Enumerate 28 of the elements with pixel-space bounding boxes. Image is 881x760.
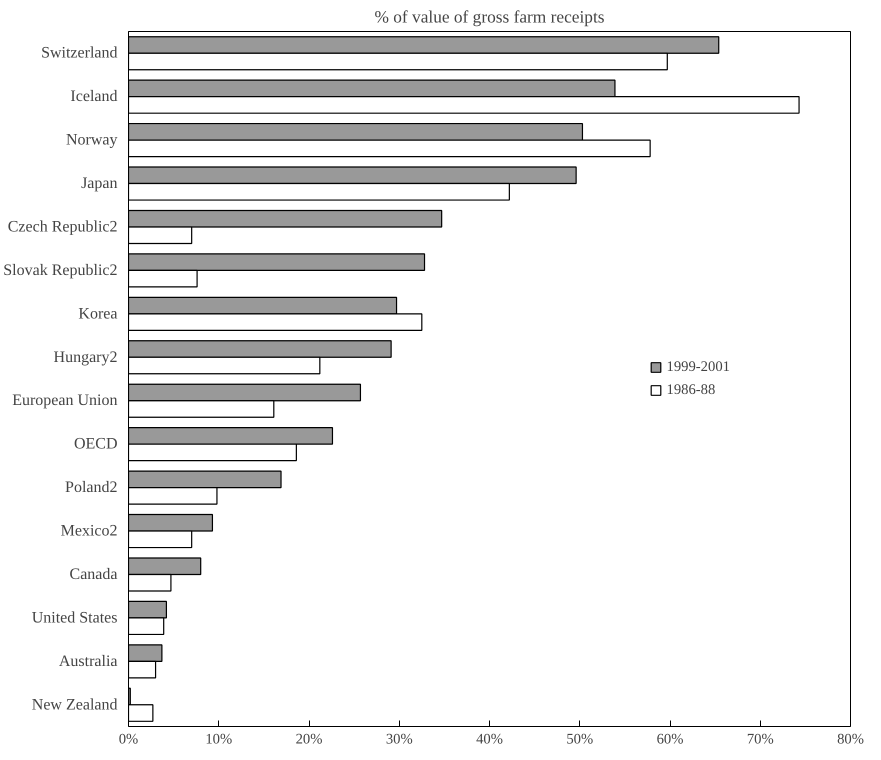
- x-tick-label: 40%: [476, 732, 503, 748]
- y-tick-label: European Union: [12, 392, 118, 410]
- x-tick-label: 50%: [566, 732, 594, 748]
- y-tick-label: Korea: [78, 305, 118, 322]
- x-tick-label: 60%: [656, 732, 684, 748]
- x-tick-label: 10%: [205, 732, 232, 748]
- chart-title: % of value of gross farm receipts: [374, 8, 605, 26]
- y-tick-label: Canada: [70, 566, 118, 583]
- x-tick-label: 0%: [118, 732, 138, 748]
- y-tick-label: Poland2: [65, 479, 118, 496]
- y-tick-label: United States: [32, 609, 118, 626]
- y-tick-label: Mexico2: [60, 522, 118, 540]
- y-tick-label: Japan: [81, 175, 118, 192]
- y-tick-label: Norway: [66, 132, 118, 149]
- x-tick-label: 80%: [837, 732, 864, 748]
- x-tick-label: 30%: [386, 732, 413, 748]
- y-tick-label: OECD: [74, 436, 118, 453]
- x-tick-label: 20%: [296, 732, 322, 748]
- y-tick-label: New Zealand: [32, 696, 118, 714]
- y-tick-label: Switzerland: [41, 44, 118, 62]
- legend-label: 1986-88: [666, 382, 716, 398]
- y-tick-label: Slovak Republic2: [3, 262, 118, 279]
- y-tick-label: Australia: [58, 652, 118, 670]
- y-tick-label: Hungary2: [54, 348, 118, 366]
- y-tick-label: Iceland: [70, 88, 118, 106]
- x-tick-label: 70%: [746, 732, 774, 748]
- y-tick-label: Czech Republic2: [8, 218, 118, 236]
- legend-label: 1999-2001: [666, 358, 730, 376]
